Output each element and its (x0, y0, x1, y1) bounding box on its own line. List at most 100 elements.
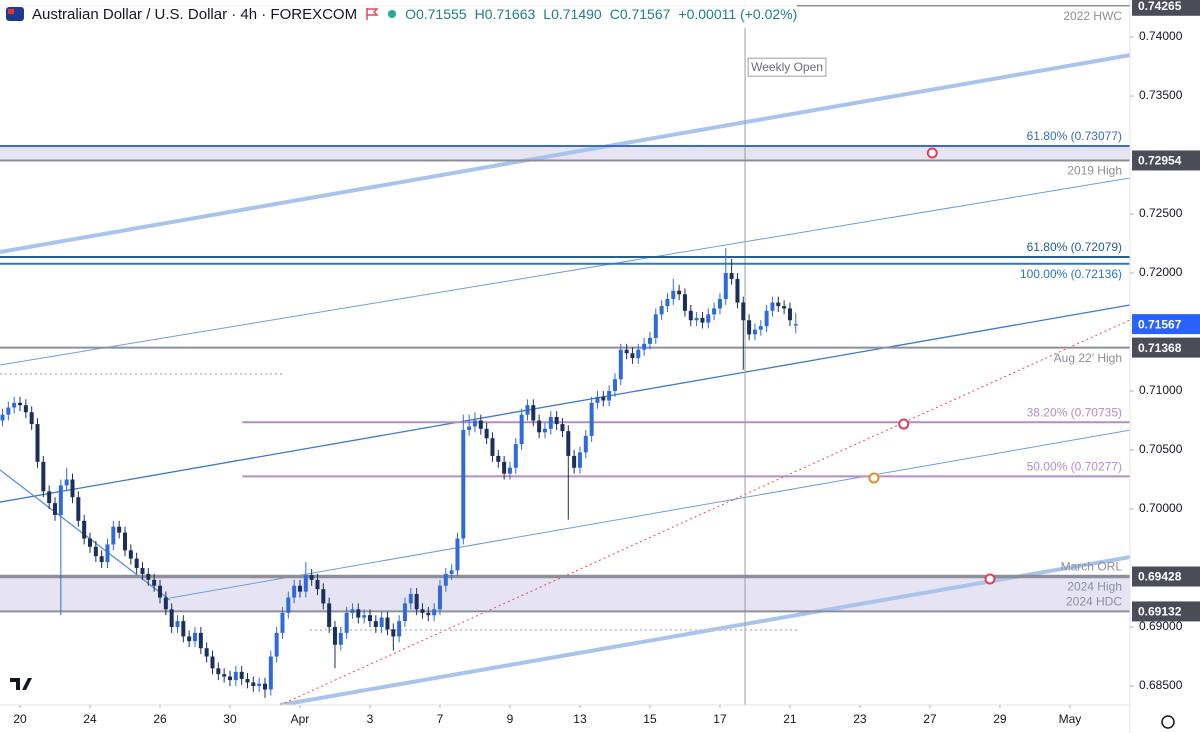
candle-body (513, 444, 518, 468)
candle-body (414, 593, 419, 610)
candle-body (647, 337, 652, 344)
candle-body (472, 420, 477, 427)
x-tick-label: 13 (573, 712, 587, 726)
level-label: March ORL (1061, 560, 1123, 574)
candle-body (502, 461, 507, 474)
x-tick-label: Apr (291, 712, 310, 726)
candle-body (665, 298, 670, 307)
y-tick-label: 0.72000 (1139, 265, 1183, 279)
candle-body (233, 671, 238, 681)
logo (10, 678, 32, 690)
candle-body (688, 310, 693, 321)
candle-body (507, 467, 512, 474)
candle-body (152, 579, 157, 586)
candle-body (747, 320, 752, 335)
candle-body (192, 632, 197, 642)
status-dot (388, 10, 397, 18)
candle-body (496, 455, 501, 462)
candle-body (222, 674, 227, 677)
x-tick-label: 9 (507, 712, 514, 726)
candle-body (245, 678, 250, 683)
candle-body (163, 597, 168, 610)
candle-body (653, 314, 658, 338)
candle-body (12, 402, 17, 408)
x-tick-label: 7 (437, 712, 444, 726)
candle-body (484, 428, 489, 439)
x-tick-label: 17 (713, 712, 727, 726)
x-tick-label: 30 (223, 712, 237, 726)
candle-body (70, 479, 75, 498)
candle-body (105, 544, 110, 563)
candle-body (385, 617, 390, 630)
candle-body (449, 570, 454, 574)
candle-body (128, 550, 133, 559)
candle-body (99, 556, 104, 563)
price-tag-label: 0.71567 (1138, 317, 1182, 331)
candle-body (554, 416, 559, 425)
settings-icon[interactable] (1161, 715, 1175, 729)
candle-body (659, 306, 664, 315)
candle-body (677, 290, 682, 295)
candle-body (35, 424, 40, 462)
x-tick-label: 20 (13, 712, 27, 726)
candle-body (23, 405, 28, 413)
candle-body (268, 656, 273, 690)
candle-body (758, 326, 763, 330)
x-axis-bg (0, 705, 1200, 733)
y-tick-label: 0.74000 (1139, 29, 1183, 43)
candle-body (134, 558, 139, 569)
candle-body (251, 682, 256, 687)
candle-body (315, 579, 320, 590)
y-tick-label: 0.71000 (1139, 383, 1183, 397)
x-tick-label: 3 (367, 712, 374, 726)
candle-body (344, 612, 349, 633)
marker (926, 147, 938, 159)
close: C0.71567 (609, 6, 671, 22)
candle-body (227, 676, 232, 681)
candle-body (618, 349, 623, 380)
candle-body (198, 632, 203, 649)
candle-body (18, 402, 23, 406)
candle-body (642, 343, 647, 350)
label-box (747, 57, 827, 77)
candle-body (467, 426, 472, 430)
candle-body (303, 575, 308, 592)
zone (0, 576, 1130, 612)
x-tick-label: 26 (153, 712, 167, 726)
candle-body (210, 656, 215, 669)
flag-mark (366, 8, 379, 20)
candle-body (181, 621, 186, 637)
candle-body (455, 538, 460, 571)
y-tick-label: 0.69000 (1139, 619, 1183, 633)
candle-body (6, 407, 11, 415)
candle-body (169, 609, 174, 628)
candle-body (519, 414, 524, 445)
candle-body (175, 621, 180, 628)
candle-body (525, 405, 530, 415)
level-label: 61.80% (0.73077) (1027, 129, 1122, 143)
candle-body (717, 298, 722, 309)
level-label: Aug 22' High (1054, 351, 1122, 365)
candle-body (548, 416, 553, 429)
price-tag-label: 0.74265 (1138, 0, 1182, 13)
candle-body (607, 391, 612, 401)
candle-body (700, 317, 705, 323)
candle-body (29, 412, 34, 425)
candle-body (443, 573, 448, 586)
trendline (0, 304, 1131, 503)
candle-body (577, 452, 582, 468)
candle-body (560, 424, 565, 432)
candle-body (793, 324, 798, 326)
candle-body (321, 589, 326, 604)
x-tick-label: May (1059, 712, 1082, 726)
level-label: 50.00% (0.70277) (1027, 460, 1122, 474)
candle-body (0, 414, 5, 421)
candle-body (437, 585, 442, 610)
weekly-open-label: Weekly Open (751, 60, 823, 74)
candle-body (735, 278, 740, 303)
candle-body (332, 627, 337, 645)
candle-body (356, 609, 361, 618)
trendline (169, 429, 1131, 599)
candle-body (537, 420, 542, 433)
